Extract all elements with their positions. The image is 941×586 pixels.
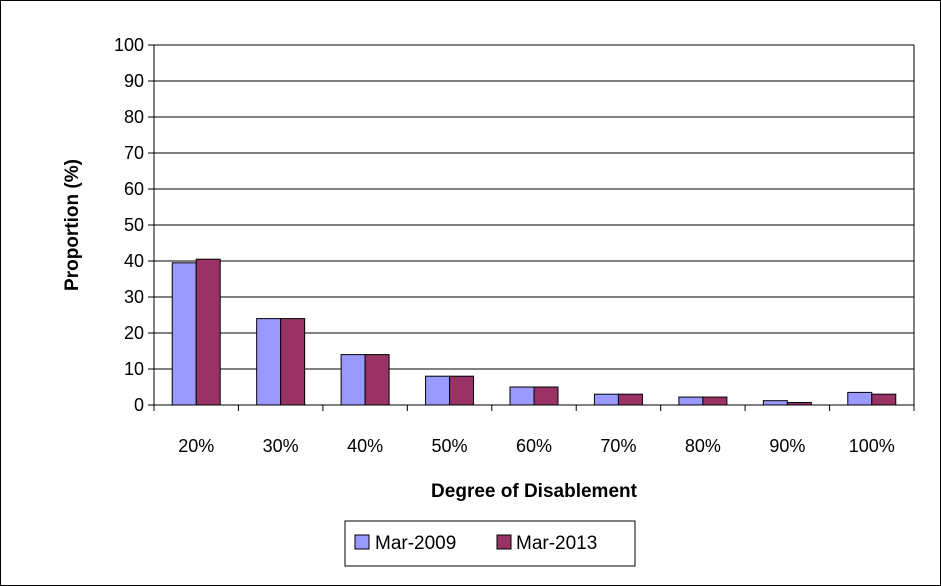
x-tick-label: 30%	[263, 436, 299, 456]
bar-mar-2013-20pct	[195, 258, 221, 406]
y-tick-label: 80	[124, 107, 144, 127]
y-tick-label: 100	[114, 35, 144, 55]
legend-label-mar-2013: Mar-2013	[516, 533, 597, 554]
y-tick-label: 70	[124, 143, 144, 163]
x-tick-label: 90%	[769, 436, 805, 456]
y-axis-title: Proportion (%)	[62, 159, 83, 291]
bar-mar-2013-80pct	[702, 396, 728, 406]
bar-mar-2009-30pct	[256, 318, 282, 406]
y-tick-labels: 0 10 20 30 40 50 60 70 80 90 100	[114, 35, 144, 415]
bar-mar-2009-100pct	[847, 391, 873, 406]
legend-swatch-mar-2009	[354, 534, 370, 550]
x-tick-label: 50%	[432, 436, 468, 456]
x-tick-label: 80%	[685, 436, 721, 456]
y-tick-label: 0	[134, 395, 144, 415]
x-tick-labels: 20% 30% 40% 50% 60% 70% 80% 90% 100%	[178, 436, 895, 456]
x-tick-label: 60%	[516, 436, 552, 456]
bar-mar-2013-30pct	[280, 318, 306, 406]
bar-mar-2013-60pct	[533, 386, 559, 406]
bars	[171, 258, 897, 406]
bar-mar-2013-70pct	[617, 393, 643, 406]
bar-mar-2009-60pct	[509, 386, 535, 406]
bar-mar-2009-90pct	[762, 400, 788, 406]
bar-mar-2013-50pct	[449, 375, 475, 406]
y-tick-label: 50	[124, 215, 144, 235]
legend: Mar-2009 Mar-2013	[344, 520, 636, 567]
bar-mar-2013-100pct	[871, 393, 897, 406]
bar-mar-2009-20pct	[171, 262, 197, 406]
bar-mar-2009-70pct	[593, 393, 619, 406]
x-tick-label: 100%	[849, 436, 895, 456]
legend-label-mar-2009: Mar-2009	[375, 533, 456, 554]
bar-mar-2009-40pct	[340, 354, 366, 406]
y-tick-label: 30	[124, 287, 144, 307]
y-tick-label: 60	[124, 179, 144, 199]
x-tick-label: 70%	[600, 436, 636, 456]
bar-mar-2009-50pct	[425, 375, 451, 406]
legend-box	[344, 520, 636, 567]
legend-swatch-mar-2013	[496, 534, 512, 550]
y-tick-label: 90	[124, 71, 144, 91]
x-axis-title: Degree of Disablement	[431, 481, 638, 502]
bar-mar-2009-80pct	[678, 396, 704, 406]
y-tick-label: 40	[124, 251, 144, 271]
x-tick-label: 40%	[347, 436, 383, 456]
y-tick-label: 10	[124, 359, 144, 379]
y-tick-label: 20	[124, 323, 144, 343]
axes	[148, 44, 915, 411]
x-tick-label: 20%	[178, 436, 214, 456]
bar-mar-2013-40pct	[364, 354, 390, 406]
